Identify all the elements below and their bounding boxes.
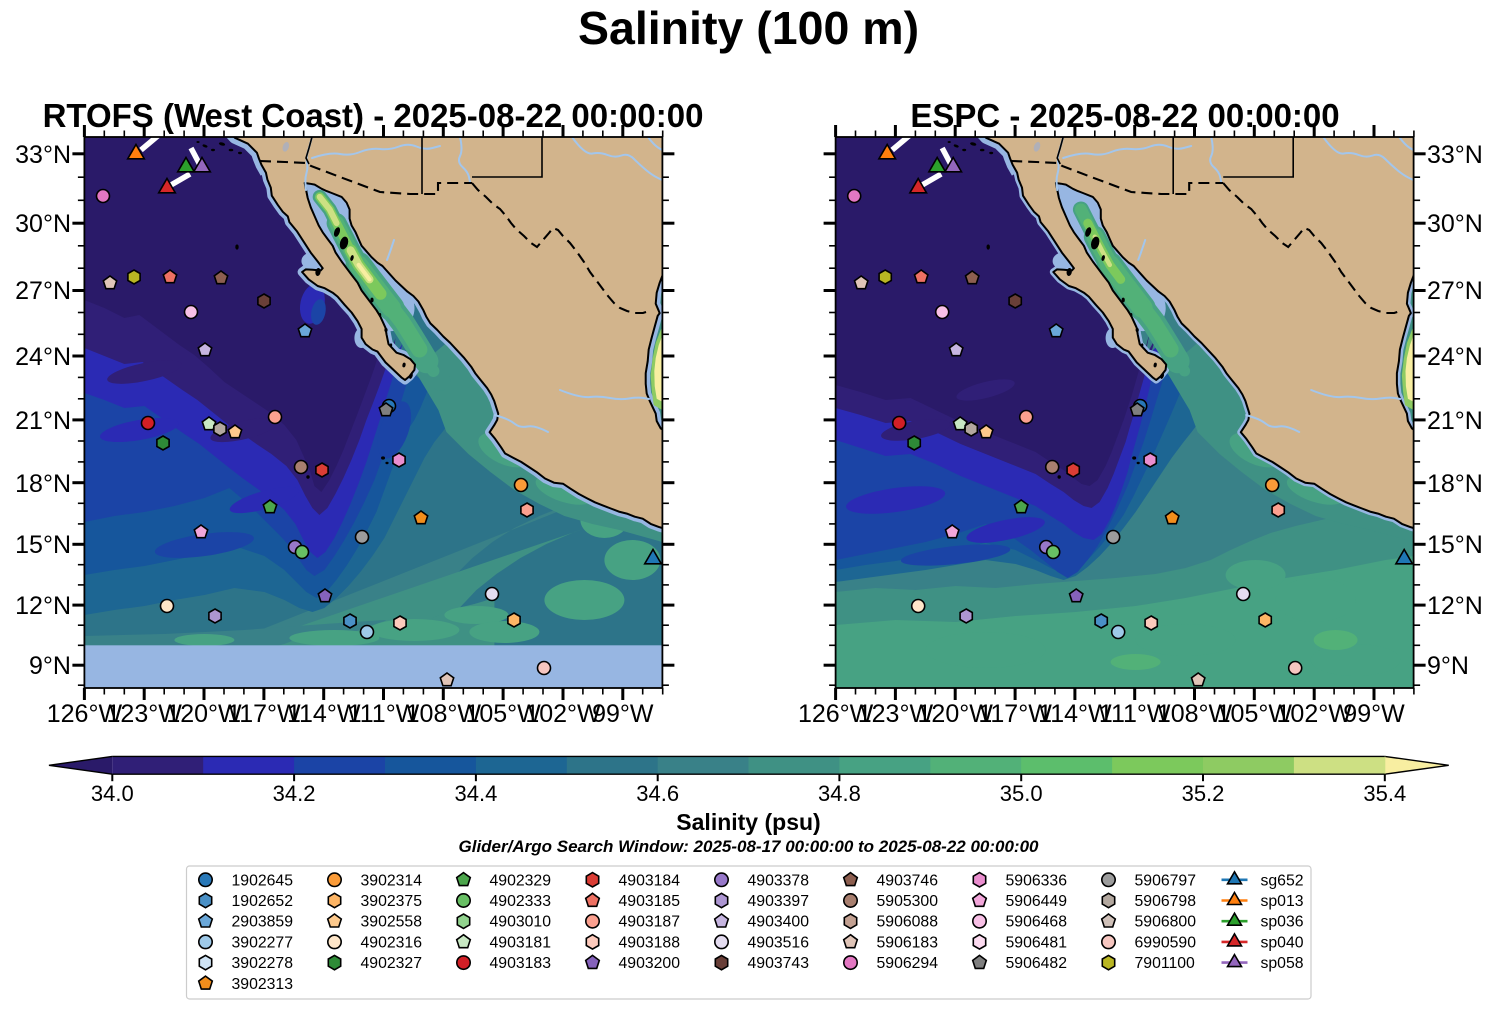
svg-text:RTOFS (West Coast) - 2025-08-2: RTOFS (West Coast) - 2025-08-22 00:00:00 [43, 97, 704, 134]
svg-text:5906798: 5906798 [1135, 893, 1197, 910]
svg-text:15°N: 15°N [1427, 531, 1483, 559]
svg-text:4903746: 4903746 [877, 872, 939, 889]
svg-text:33°N: 33°N [15, 141, 71, 169]
svg-text:30°N: 30°N [15, 210, 71, 238]
svg-text:4903378: 4903378 [748, 872, 810, 889]
svg-text:105°W: 105°W [465, 700, 541, 728]
svg-text:5906294: 5906294 [877, 955, 939, 972]
svg-text:3902278: 3902278 [232, 955, 294, 972]
svg-text:35.2: 35.2 [1182, 781, 1225, 806]
svg-text:35.4: 35.4 [1363, 781, 1406, 806]
svg-text:5906800: 5906800 [1135, 914, 1197, 931]
svg-text:4902333: 4902333 [490, 893, 552, 910]
svg-text:7901100: 7901100 [1135, 955, 1196, 972]
svg-text:120°W: 120°W [918, 700, 994, 728]
svg-text:Salinity (100 m): Salinity (100 m) [578, 2, 919, 54]
svg-text:1902645: 1902645 [232, 872, 294, 889]
svg-text:5906481: 5906481 [1006, 934, 1068, 951]
svg-text:4902327: 4902327 [361, 955, 423, 972]
svg-text:111°W: 111°W [1099, 700, 1171, 728]
svg-text:102°W: 102°W [525, 700, 601, 728]
svg-text:105°W: 105°W [1217, 700, 1293, 728]
svg-text:4903183: 4903183 [490, 955, 552, 972]
svg-text:3902558: 3902558 [361, 914, 423, 931]
svg-text:12°N: 12°N [1427, 592, 1483, 620]
svg-text:ESPC - 2025-08-22 00:00:00: ESPC - 2025-08-22 00:00:00 [910, 97, 1339, 134]
svg-text:120°W: 120°W [166, 700, 242, 728]
svg-text:3902277: 3902277 [232, 934, 294, 951]
svg-text:33°N: 33°N [1427, 141, 1483, 169]
svg-text:99°W: 99°W [592, 700, 654, 728]
svg-text:34.0: 34.0 [91, 781, 134, 806]
svg-text:4903397: 4903397 [748, 893, 810, 910]
svg-text:24°N: 24°N [1427, 343, 1483, 371]
svg-text:18°N: 18°N [15, 470, 71, 498]
svg-text:30°N: 30°N [1427, 210, 1483, 238]
svg-text:4903516: 4903516 [748, 934, 810, 951]
svg-text:Glider/Argo Search Window: 202: Glider/Argo Search Window: 2025-08-17 00… [459, 837, 1040, 856]
svg-text:114°W: 114°W [287, 700, 361, 728]
svg-text:12°N: 12°N [15, 592, 71, 620]
svg-text:sp040: sp040 [1261, 934, 1304, 951]
svg-text:sp058: sp058 [1261, 955, 1304, 972]
svg-text:5905300: 5905300 [877, 893, 939, 910]
svg-text:111°W: 111°W [348, 700, 420, 728]
svg-text:5906797: 5906797 [1135, 872, 1197, 889]
svg-text:4903010: 4903010 [490, 914, 552, 931]
svg-text:4903181: 4903181 [490, 934, 552, 951]
svg-text:sp013: sp013 [1261, 893, 1304, 910]
svg-text:5906468: 5906468 [1006, 914, 1068, 931]
svg-text:4903743: 4903743 [748, 955, 810, 972]
svg-text:5906183: 5906183 [877, 934, 939, 951]
svg-text:4903187: 4903187 [619, 914, 681, 931]
svg-text:3902314: 3902314 [361, 872, 423, 889]
svg-text:35.0: 35.0 [1000, 781, 1043, 806]
svg-text:4903184: 4903184 [619, 872, 681, 889]
svg-text:3902375: 3902375 [361, 893, 423, 910]
svg-text:18°N: 18°N [1427, 470, 1483, 498]
svg-text:4903188: 4903188 [619, 934, 681, 951]
svg-text:123°W: 123°W [858, 700, 934, 728]
svg-text:126°W: 126°W [798, 700, 874, 728]
svg-text:21°N: 21°N [15, 407, 71, 435]
svg-text:34.4: 34.4 [454, 781, 497, 806]
svg-text:117°W: 117°W [227, 700, 301, 728]
svg-text:34.6: 34.6 [636, 781, 679, 806]
svg-text:126°W: 126°W [47, 700, 123, 728]
svg-text:114°W: 114°W [1038, 700, 1112, 728]
svg-text:5906482: 5906482 [1006, 955, 1068, 972]
svg-text:6990590: 6990590 [1135, 934, 1197, 951]
svg-text:27°N: 27°N [15, 277, 71, 305]
svg-text:5906088: 5906088 [877, 914, 939, 931]
svg-text:27°N: 27°N [1427, 277, 1483, 305]
svg-text:21°N: 21°N [1427, 407, 1483, 435]
svg-text:sp036: sp036 [1261, 914, 1304, 931]
svg-text:3902313: 3902313 [232, 976, 294, 993]
svg-text:1902652: 1902652 [232, 893, 294, 910]
svg-text:99°W: 99°W [1343, 700, 1405, 728]
svg-text:2903859: 2903859 [232, 914, 294, 931]
svg-text:Salinity (psu): Salinity (psu) [676, 809, 820, 835]
svg-text:123°W: 123°W [107, 700, 183, 728]
svg-text:4903400: 4903400 [748, 914, 810, 931]
svg-text:102°W: 102°W [1277, 700, 1353, 728]
svg-text:117°W: 117°W [978, 700, 1052, 728]
svg-text:34.8: 34.8 [818, 781, 861, 806]
svg-text:sg652: sg652 [1261, 872, 1304, 889]
svg-text:5906449: 5906449 [1006, 893, 1068, 910]
svg-text:9°N: 9°N [1427, 652, 1469, 680]
svg-text:4903200: 4903200 [619, 955, 681, 972]
svg-text:108°W: 108°W [1157, 700, 1233, 728]
svg-text:4902316: 4902316 [361, 934, 423, 951]
svg-text:4903185: 4903185 [619, 893, 681, 910]
svg-text:5906336: 5906336 [1006, 872, 1068, 889]
svg-text:34.2: 34.2 [273, 781, 316, 806]
svg-text:9°N: 9°N [29, 652, 71, 680]
svg-text:4902329: 4902329 [490, 872, 552, 889]
svg-text:108°W: 108°W [406, 700, 482, 728]
svg-text:24°N: 24°N [15, 343, 71, 371]
svg-text:15°N: 15°N [15, 531, 71, 559]
